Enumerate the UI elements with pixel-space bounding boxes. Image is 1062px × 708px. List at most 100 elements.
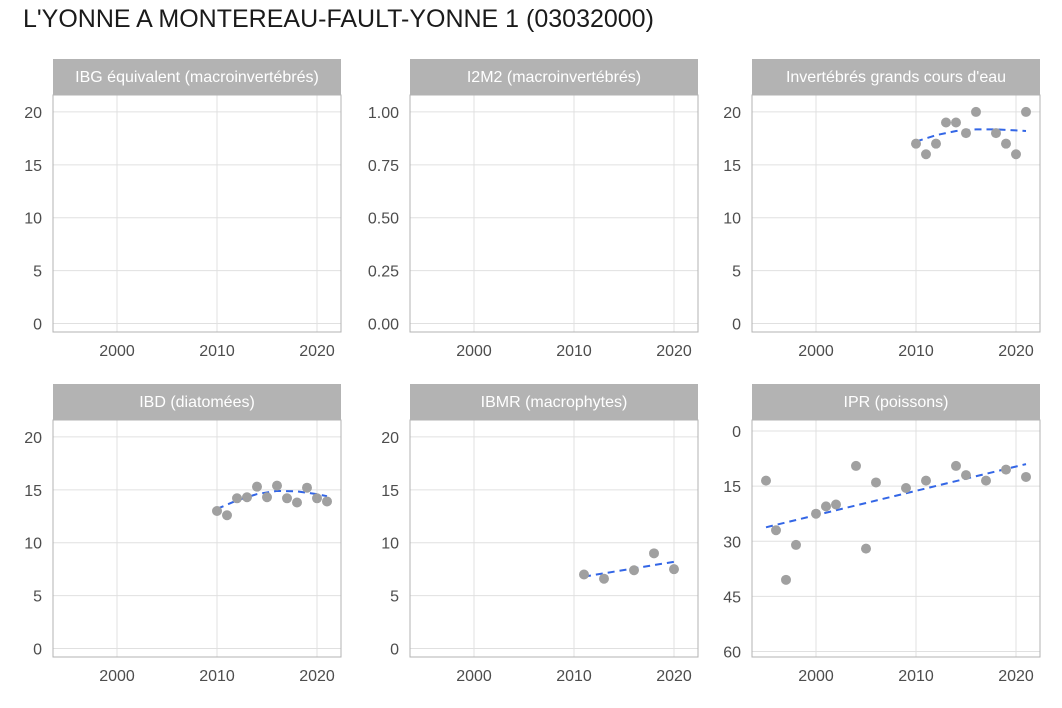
y-tick-label: 0 bbox=[390, 642, 399, 659]
data-point bbox=[911, 138, 921, 149]
data-point bbox=[981, 475, 991, 486]
data-point bbox=[931, 138, 941, 149]
y-tick-label: 10 bbox=[381, 536, 399, 553]
y-tick-label: 5 bbox=[33, 589, 42, 606]
x-tick-label: 2020 bbox=[299, 343, 335, 360]
y-tick-label: 30 bbox=[723, 534, 741, 551]
panel-border bbox=[409, 94, 699, 333]
y-tick-label: 10 bbox=[24, 536, 42, 553]
y-tick-label: 20 bbox=[723, 105, 741, 122]
x-tick-label: 2020 bbox=[656, 343, 692, 360]
facet-panel: IBG équivalent (macroinvertébrés) 0 5 10 15 2… bbox=[24, 59, 342, 360]
trend-line bbox=[915, 128, 1027, 143]
data-point bbox=[322, 496, 332, 507]
y-tick-label: 10 bbox=[723, 211, 741, 228]
x-tick-label: 2010 bbox=[556, 668, 592, 685]
x-tick-label: 2000 bbox=[99, 668, 135, 685]
data-point bbox=[901, 482, 911, 493]
facet-strip bbox=[53, 384, 341, 420]
data-point bbox=[791, 539, 801, 550]
facet-panel: Invertébrés grands cours d'eau0510152020… bbox=[723, 59, 1041, 360]
x-tick-label: 2010 bbox=[199, 668, 235, 685]
y-tick-label: 0 bbox=[33, 642, 42, 659]
facet-strip-label: IBMR (macrophytes) bbox=[481, 394, 628, 411]
y-tick-label: 15 bbox=[723, 479, 741, 496]
facet-panel: I2M2 (macroinvertébrés) 0.00 0.25 0.50 0.75 1… bbox=[368, 59, 699, 360]
y-tick-label: 15 bbox=[24, 483, 42, 500]
panel-border bbox=[52, 94, 342, 333]
data-point bbox=[1001, 464, 1011, 475]
x-tick-label: 2000 bbox=[456, 668, 492, 685]
data-point bbox=[242, 492, 252, 503]
x-tick-label: 2020 bbox=[656, 668, 692, 685]
y-tick-label: 20 bbox=[24, 430, 42, 447]
panel-border bbox=[751, 419, 1041, 658]
facet-panel: IBD (diatomées) 0 5 10 15 20 2000 2010 2020 bbox=[24, 384, 342, 685]
data-point bbox=[1021, 106, 1031, 117]
facet-strip-label: Invertébrés grands cours d'eau bbox=[786, 69, 1006, 86]
data-point bbox=[292, 497, 302, 508]
panel-border bbox=[751, 94, 1041, 333]
data-point bbox=[232, 493, 242, 504]
data-point bbox=[821, 501, 831, 512]
y-tick-label: 0.25 bbox=[368, 264, 399, 281]
data-point bbox=[951, 117, 961, 128]
data-point bbox=[971, 106, 981, 117]
data-point bbox=[781, 574, 791, 585]
facet-strip-label: IBG équivalent (macroinvertébrés) bbox=[75, 69, 319, 86]
facet-strip bbox=[53, 59, 341, 95]
y-tick-label: 45 bbox=[723, 589, 741, 606]
y-tick-label: 15 bbox=[723, 158, 741, 175]
data-point bbox=[302, 482, 312, 493]
facet-panel: IBMR (macrophytes) 0 5 10 15 20 2000 2010 2020 bbox=[381, 384, 699, 685]
trend-line bbox=[765, 463, 1027, 529]
data-point bbox=[991, 128, 1001, 139]
y-tick-label: 5 bbox=[33, 264, 42, 281]
data-point bbox=[649, 548, 659, 559]
facet-strip bbox=[752, 384, 1040, 420]
panel-border bbox=[52, 419, 342, 658]
facet-strip bbox=[410, 59, 698, 95]
x-tick-label: 2000 bbox=[798, 668, 834, 685]
data-point bbox=[771, 525, 781, 536]
y-tick-label: 0.50 bbox=[368, 211, 399, 228]
trend-line bbox=[583, 560, 675, 578]
x-tick-label: 2010 bbox=[898, 668, 934, 685]
data-point bbox=[811, 508, 821, 519]
x-tick-label: 2020 bbox=[998, 668, 1034, 685]
y-tick-label: 20 bbox=[24, 105, 42, 122]
data-point bbox=[629, 565, 639, 576]
y-tick-label: 0.00 bbox=[368, 317, 399, 334]
facet-strip-label: I2M2 (macroinvertébrés) bbox=[467, 69, 641, 86]
data-point bbox=[851, 460, 861, 471]
data-point bbox=[1001, 138, 1011, 149]
data-point bbox=[282, 493, 292, 504]
x-tick-label: 2000 bbox=[99, 343, 135, 360]
y-tick-label: 10 bbox=[24, 211, 42, 228]
data-point bbox=[921, 149, 931, 160]
data-point bbox=[831, 499, 841, 510]
x-tick-label: 2010 bbox=[898, 343, 934, 360]
x-tick-label: 2020 bbox=[299, 668, 335, 685]
y-tick-label: 0.75 bbox=[368, 158, 399, 175]
data-point bbox=[941, 117, 951, 128]
y-tick-label: 15 bbox=[24, 158, 42, 175]
x-tick-label: 2000 bbox=[456, 343, 492, 360]
x-tick-label: 2020 bbox=[998, 343, 1034, 360]
data-point bbox=[212, 505, 222, 516]
y-tick-label: 5 bbox=[390, 589, 399, 606]
facet-panel: IPR (poissons) 0 15 30 45 60 2000 2010 2020 bbox=[723, 384, 1041, 685]
data-point bbox=[1011, 149, 1021, 160]
y-tick-label: 0 bbox=[33, 317, 42, 334]
data-point bbox=[669, 564, 679, 575]
y-tick-label: 20 bbox=[381, 430, 399, 447]
panel-border bbox=[409, 419, 699, 658]
data-point bbox=[871, 477, 881, 488]
data-point bbox=[961, 128, 971, 139]
y-tick-label: 5 bbox=[732, 264, 741, 281]
x-tick-label: 2000 bbox=[798, 343, 834, 360]
y-tick-label: 0 bbox=[732, 317, 741, 334]
y-tick-label: 60 bbox=[723, 644, 741, 661]
facet-strip bbox=[752, 59, 1040, 95]
